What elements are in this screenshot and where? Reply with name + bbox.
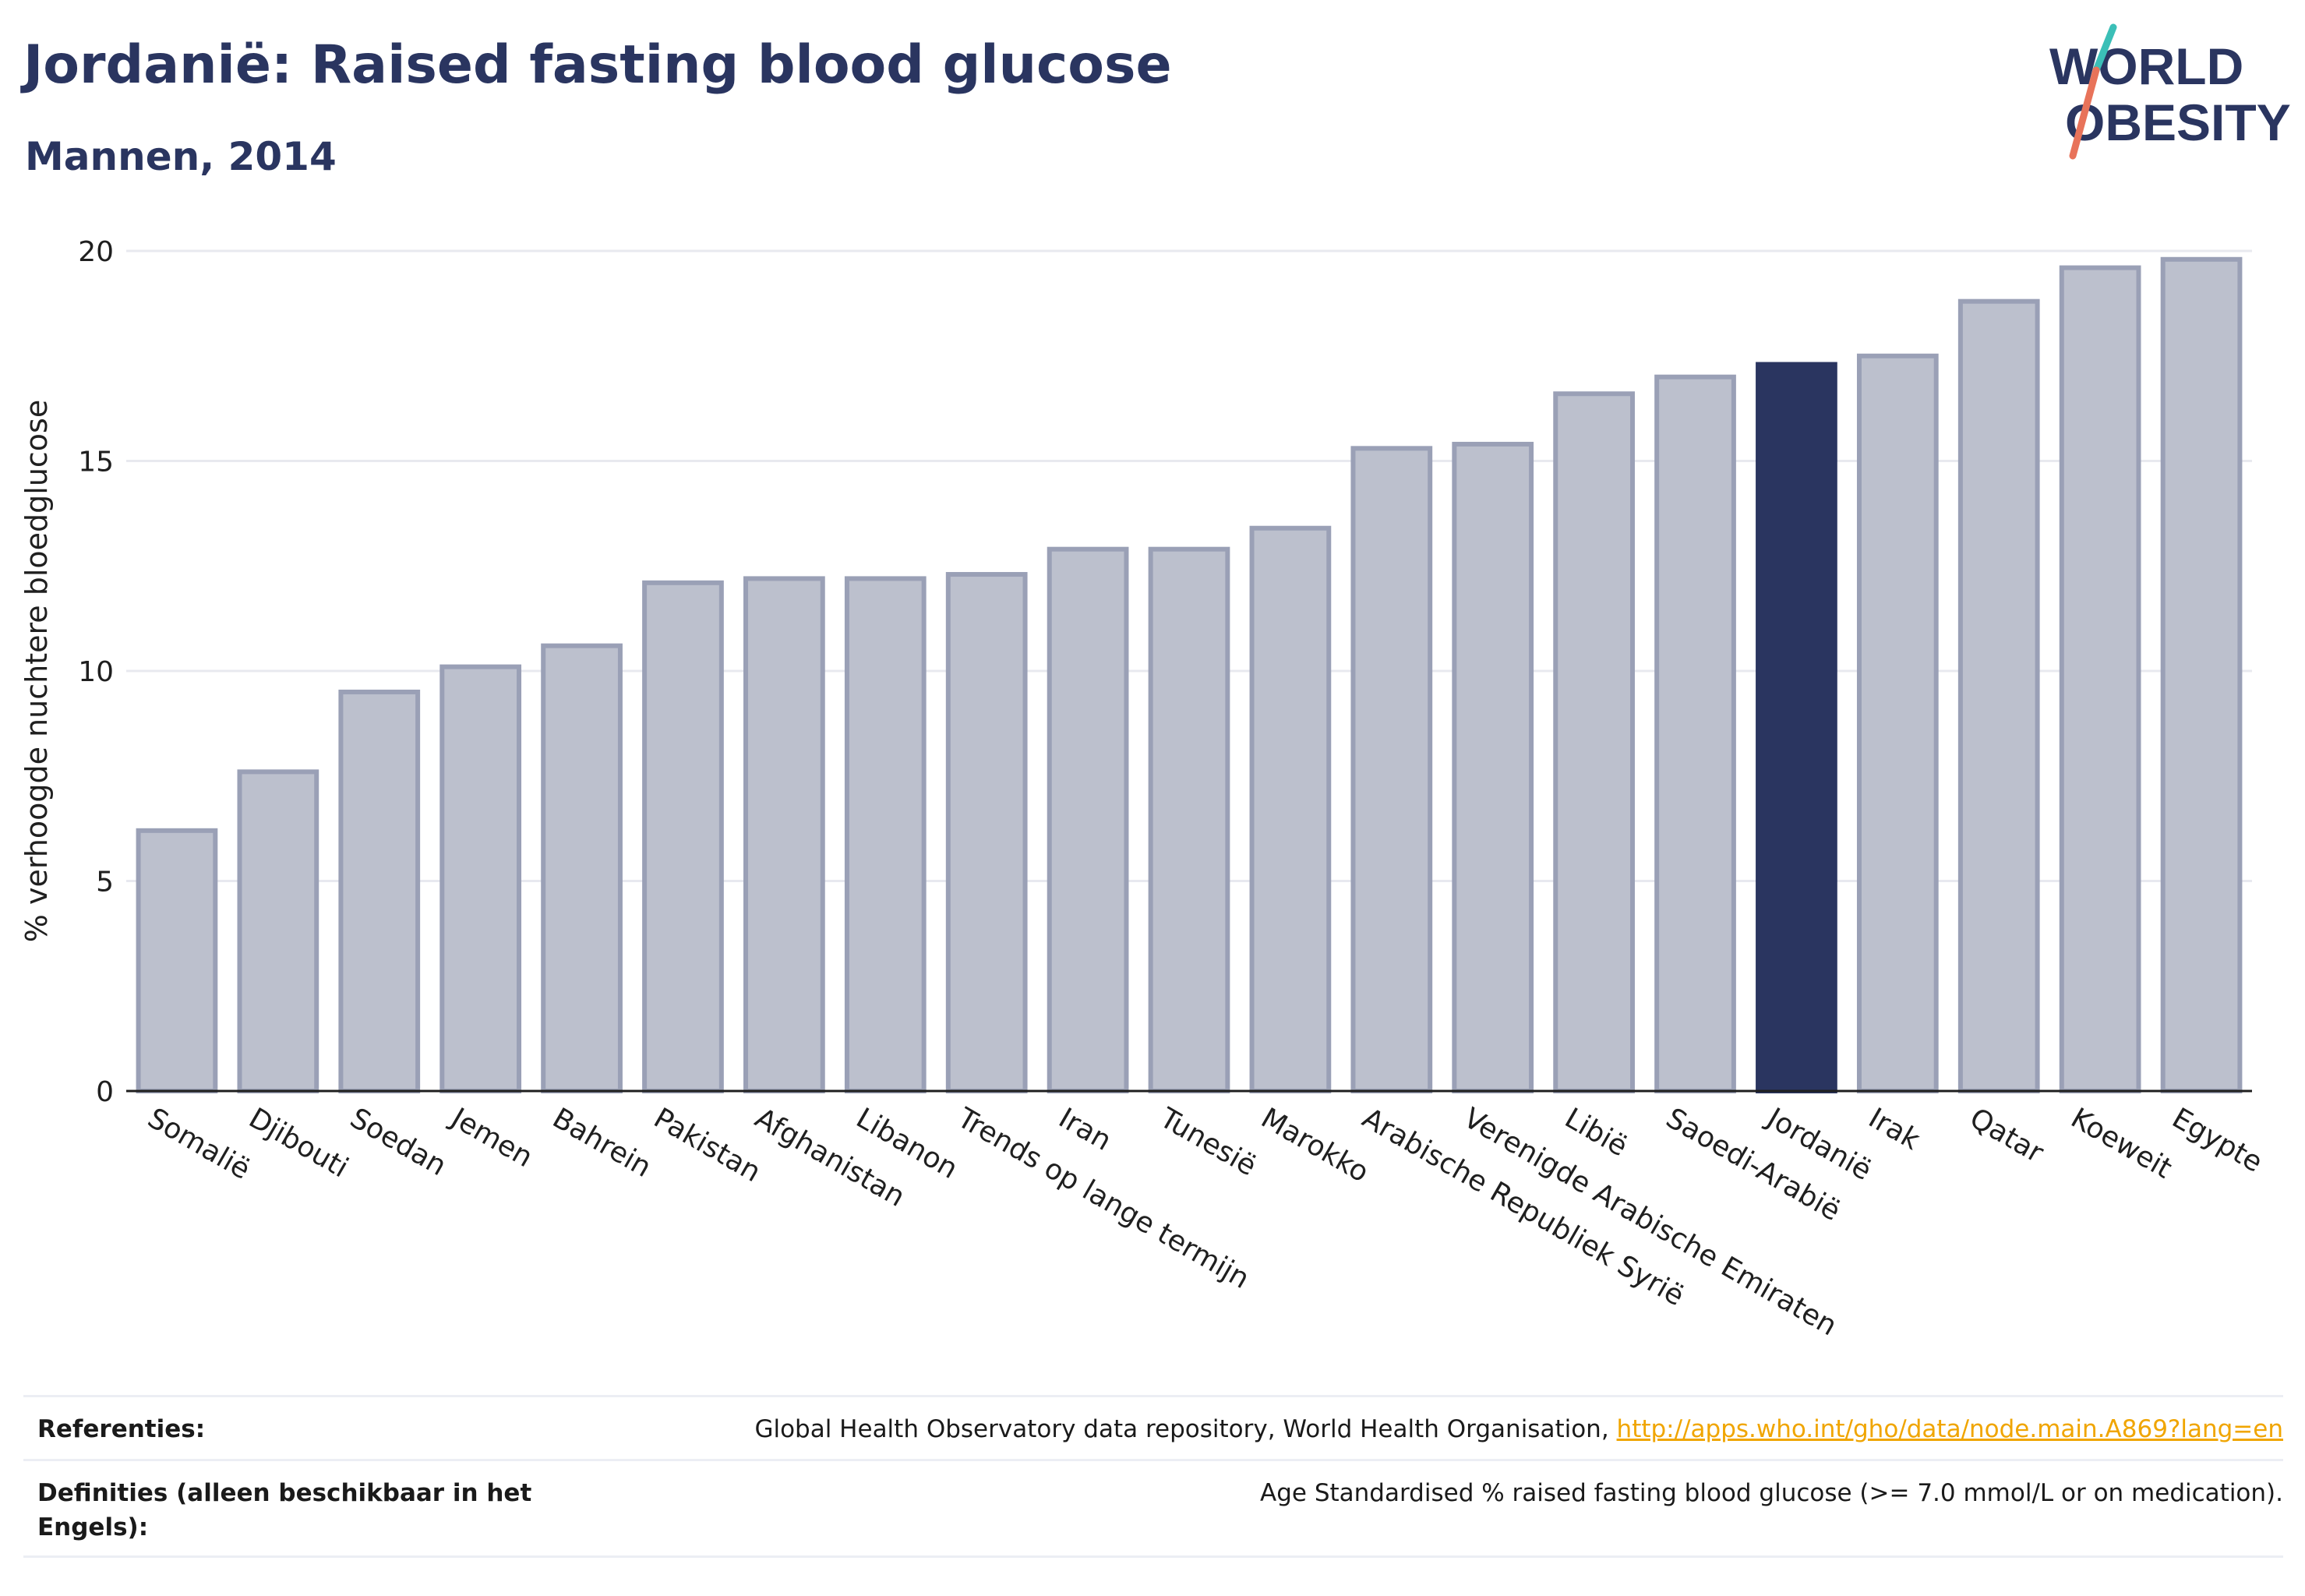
x-tick-label: Jemen [444, 1101, 538, 1174]
y-axis-label: % verhoogde nuchtere bloedglucose [19, 400, 54, 942]
bar-libanon[interactable] [844, 576, 927, 1094]
x-tick-label: Soedan [344, 1102, 451, 1182]
x-tick-label: Egypte [2167, 1102, 2268, 1179]
x-tick-label: Bahrein [547, 1102, 656, 1184]
bar-irak[interactable] [1856, 353, 1939, 1093]
x-tick-label: Djibouti [243, 1102, 353, 1184]
definitions-value: Age Standardised % raised fasting blood … [1260, 1479, 2283, 1507]
bar-jemen[interactable] [439, 664, 522, 1093]
chart-title: Jordanië: Raised fasting blood glucose [23, 34, 1172, 96]
definitions-label: Definities (alleen beschikbaar in het En… [37, 1479, 532, 1541]
bar-pakistan[interactable] [642, 580, 724, 1093]
logo-line1: WORLD [2049, 37, 2243, 95]
x-tick-label: Saoedi-Arabië [1661, 1102, 1846, 1227]
bar-koeweit[interactable] [2059, 265, 2141, 1093]
chart-subtitle: Mannen, 2014 [25, 134, 337, 179]
x-tick-label: Iran [1054, 1102, 1117, 1157]
bar-afghanistan[interactable] [743, 576, 825, 1094]
x-tick-label: Tunesië [1154, 1102, 1262, 1183]
bar-layer [136, 256, 2243, 1094]
bar-iran[interactable] [1047, 546, 1129, 1093]
bar-bahrein[interactable] [541, 643, 623, 1093]
footer-rule-middle [23, 1459, 2283, 1461]
bar-tunesi-[interactable] [1148, 546, 1230, 1093]
references-label: Referenties: [37, 1415, 206, 1443]
x-tick-label: Marokko [1255, 1102, 1374, 1188]
y-tick-label: 0 [96, 1076, 114, 1108]
footer-rule-bottom [23, 1555, 2283, 1558]
references-link[interactable]: http://apps.who.int/gho/data/node.main.A… [1616, 1415, 2283, 1443]
y-tick-label: 10 [78, 656, 114, 688]
y-tick-label: 15 [78, 447, 114, 478]
x-tick-label: Somalië [142, 1102, 255, 1186]
bar-somali-[interactable] [136, 828, 218, 1093]
references-text: Global Health Observatory data repositor… [754, 1415, 1617, 1443]
footer-rule-top [23, 1395, 2283, 1397]
x-tick-label: Qatar [1964, 1102, 2049, 1169]
logo-coral-slash [2069, 66, 2100, 160]
bar-djibouti[interactable] [237, 769, 319, 1093]
bar-marokko[interactable] [1249, 525, 1332, 1093]
bar-libi-[interactable] [1553, 391, 1635, 1093]
bar-verenigde-arabische-emiraten[interactable] [1452, 441, 1534, 1093]
y-tick-label: 20 [78, 236, 114, 268]
bar-jordani-[interactable] [1756, 362, 1837, 1093]
bar-saoedi-arabi-[interactable] [1654, 374, 1736, 1093]
bar-egypte[interactable] [2160, 256, 2243, 1093]
references-value: Global Health Observatory data repositor… [47, 1412, 2283, 1446]
x-tick-label: Pakistan [648, 1102, 766, 1188]
world-obesity-logo: WORLD OBESITY [2049, 23, 2291, 160]
y-tick-label: 5 [96, 867, 114, 899]
x-tick-label: Libië [1559, 1102, 1633, 1163]
logo-line2: OBESITY [2065, 94, 2291, 151]
x-tick-label: Koeweit [2066, 1102, 2177, 1185]
x-tick-label: Irak [1863, 1102, 1926, 1156]
bar-soedan[interactable] [338, 689, 421, 1093]
logo-teal-slash [2092, 23, 2117, 74]
bar-trends-op-lange-termijn[interactable] [945, 572, 1028, 1093]
bar-qatar[interactable] [1957, 298, 2040, 1094]
bar-arabische-republiek-syri-[interactable] [1350, 446, 1433, 1093]
